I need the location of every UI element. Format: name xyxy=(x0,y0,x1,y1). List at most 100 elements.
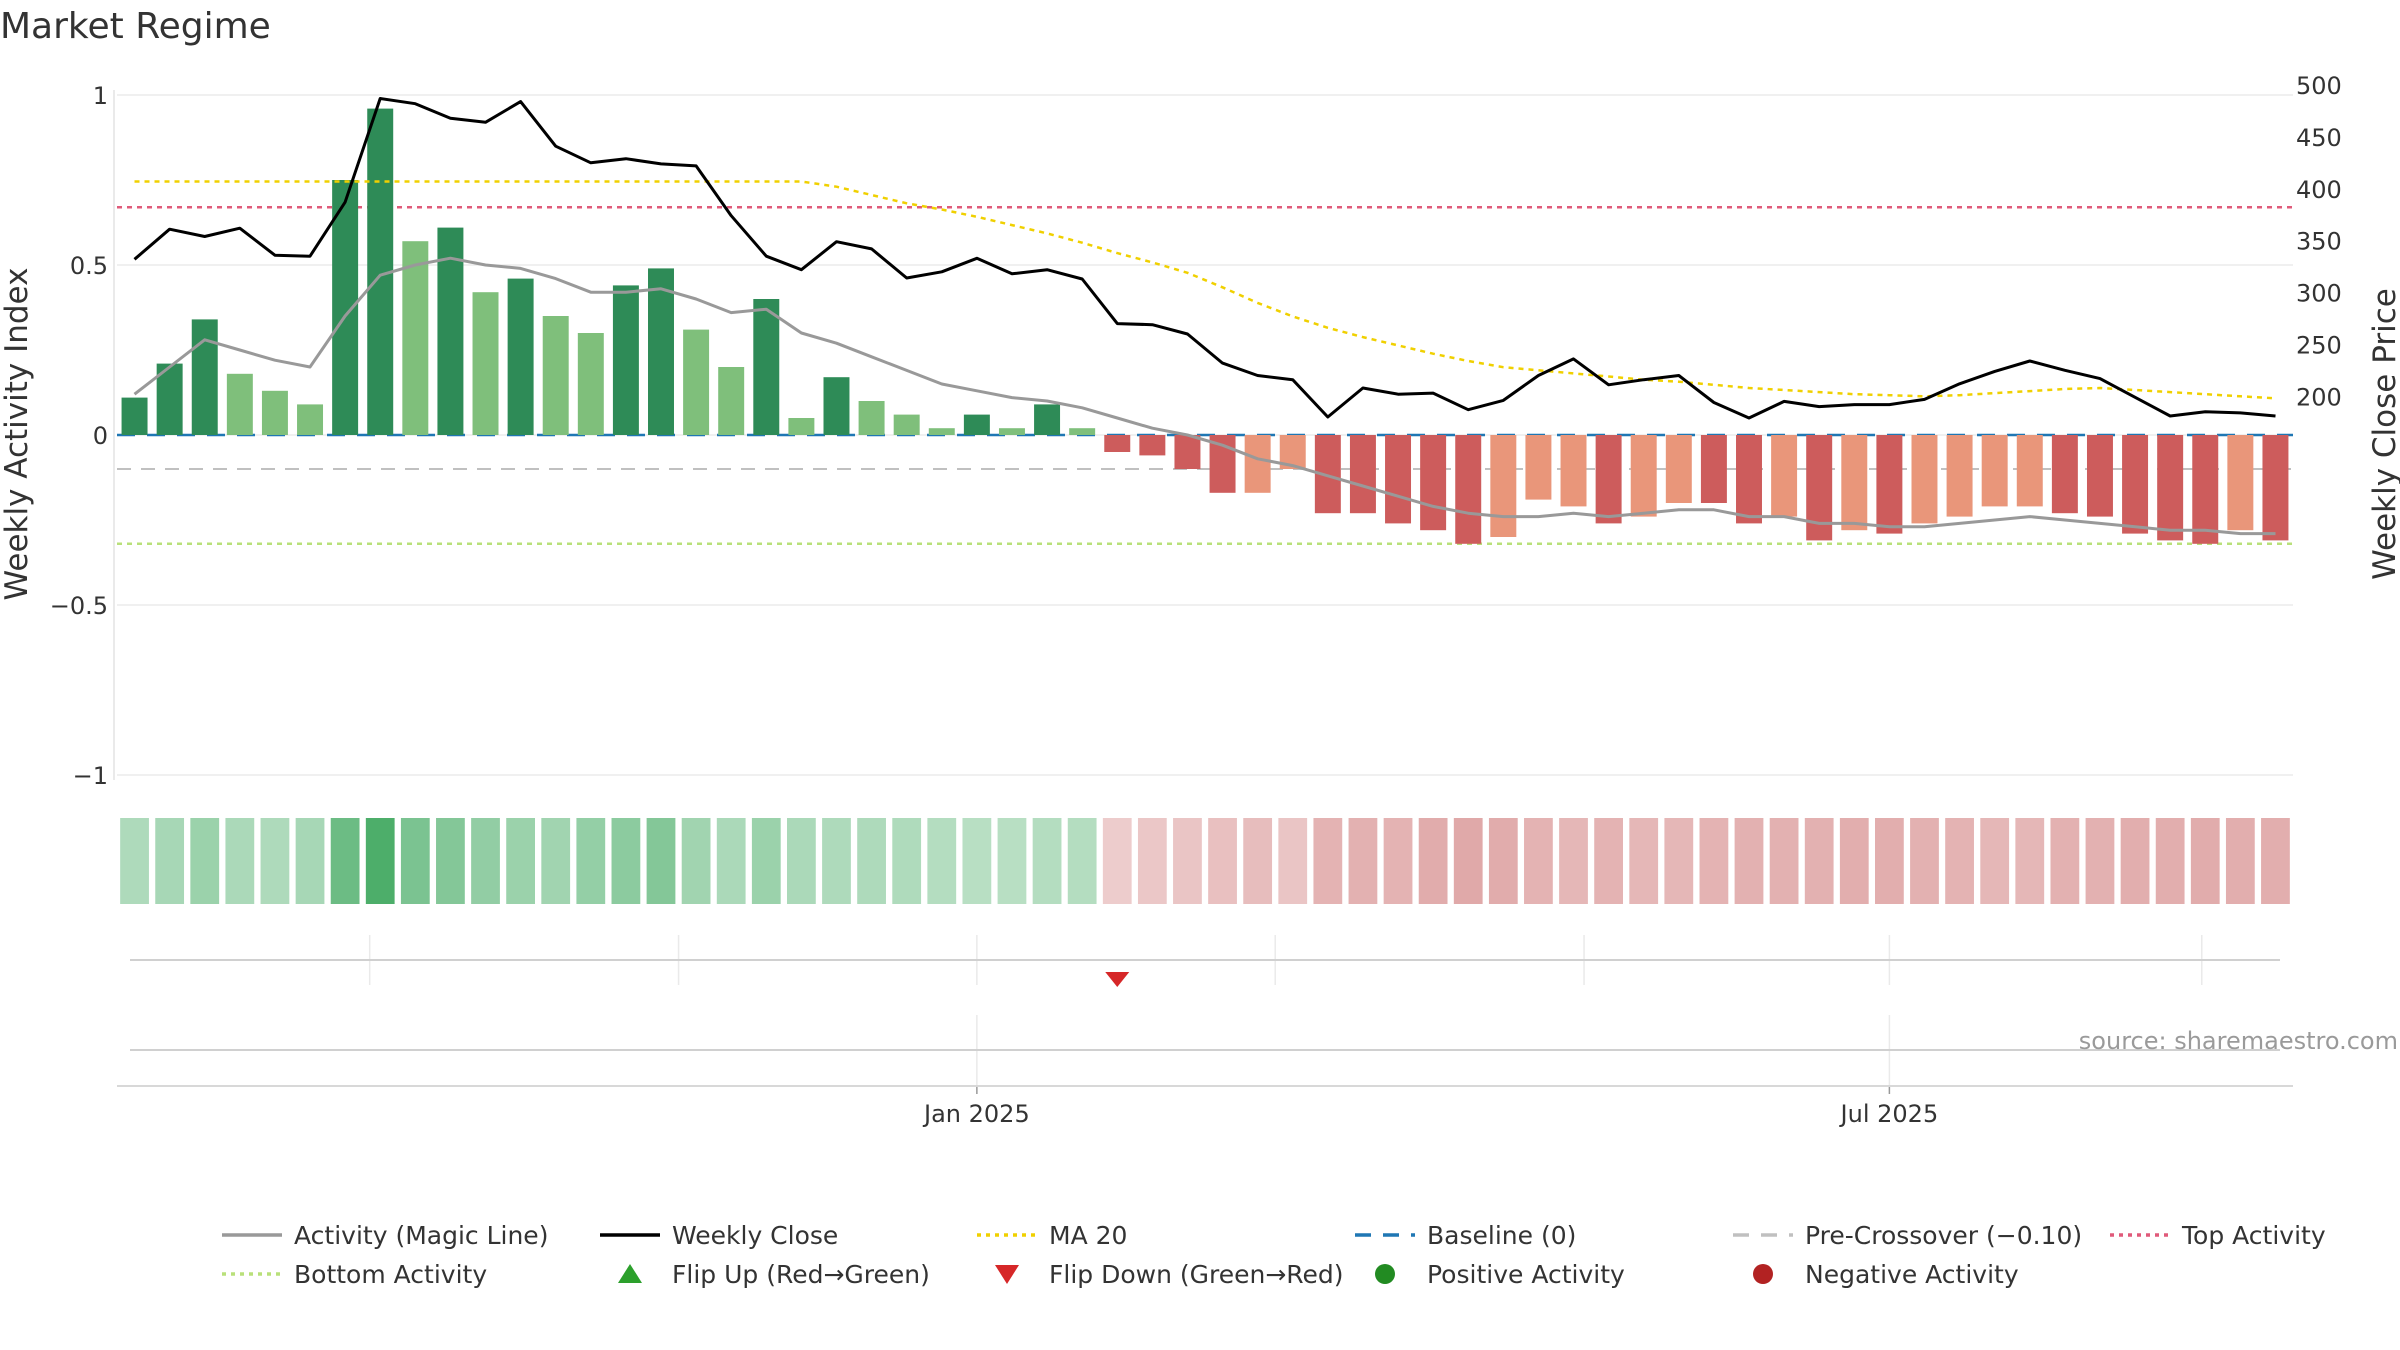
regime-cell xyxy=(1839,818,1869,904)
activity-bar xyxy=(612,285,639,435)
y-left-tick-label: 1 xyxy=(93,82,108,110)
y-left-tick-label: 0.5 xyxy=(70,252,108,280)
series-lines xyxy=(133,97,2276,536)
regime-cell xyxy=(1313,818,1343,904)
y-left-axis-title: Weekly Activity Index xyxy=(0,268,35,601)
activity-bar xyxy=(1139,435,1166,456)
activity-bar xyxy=(1911,435,1938,524)
legend-item: MA 20 xyxy=(977,1221,1127,1250)
regime-cell xyxy=(1278,818,1308,904)
activity-bar xyxy=(2227,435,2254,531)
regime-cell xyxy=(576,818,606,904)
regime-cell xyxy=(892,818,922,904)
regime-cell xyxy=(400,818,430,904)
legend-label: Weekly Close xyxy=(672,1221,838,1250)
regime-strip xyxy=(120,818,2290,904)
activity-bar xyxy=(2122,435,2149,534)
activity-bar xyxy=(2192,435,2219,544)
activity-bar xyxy=(1841,435,1868,531)
activity-bar xyxy=(542,316,569,435)
timeline-panels xyxy=(117,935,2293,1087)
activity-bar xyxy=(121,397,148,435)
activity-bar xyxy=(1700,435,1727,503)
activity-bar xyxy=(1981,435,2008,507)
y-right-tick-label: 300 xyxy=(2296,280,2342,308)
legend: Activity (Magic Line) Weekly Close MA 20 Ba… xyxy=(222,1221,2326,1289)
regime-cell xyxy=(2261,818,2290,904)
legend-label: Negative Activity xyxy=(1805,1260,2019,1289)
legend-label: Baseline (0) xyxy=(1427,1221,1576,1250)
regime-cell xyxy=(1102,818,1132,904)
activity-bar xyxy=(297,404,324,435)
activity-bar xyxy=(1876,435,1903,534)
legend-item: Weekly Close xyxy=(600,1221,838,1250)
legend-label: Activity (Magic Line) xyxy=(294,1221,548,1250)
regime-cell xyxy=(541,818,571,904)
activity-bar xyxy=(1104,435,1131,452)
activity-bar xyxy=(1946,435,1973,517)
activity-bar xyxy=(1420,435,1447,531)
legend-item: Flip Down (Green→Red) xyxy=(995,1260,1344,1289)
activity-bar xyxy=(577,333,604,435)
activity-bar xyxy=(1174,435,1201,469)
activity-bar xyxy=(191,319,218,435)
regime-cell xyxy=(1488,818,1518,904)
regime-cell xyxy=(330,818,360,904)
legend-label: MA 20 xyxy=(1049,1221,1127,1250)
regime-cell xyxy=(2120,818,2150,904)
activity-bar xyxy=(858,401,885,435)
regime-cell xyxy=(506,818,536,904)
activity-bar xyxy=(1349,435,1376,514)
regime-cell xyxy=(822,818,851,904)
page-title: Market Regime xyxy=(0,6,271,47)
legend-label: Flip Up (Red→Green) xyxy=(672,1260,930,1289)
regime-cell xyxy=(716,818,746,904)
activity-bar xyxy=(507,278,534,435)
y-right-tick-label: 500 xyxy=(2296,72,2342,100)
x-tick-label: Jan 2025 xyxy=(922,1100,1030,1128)
regime-cell xyxy=(1594,818,1624,904)
y-left-tick-label: −1 xyxy=(73,762,108,790)
regime-cell xyxy=(2085,818,2115,904)
regime-cell xyxy=(1629,818,1659,904)
ma20-line xyxy=(134,180,2276,400)
legend-label: Flip Down (Green→Red) xyxy=(1049,1260,1344,1289)
activity-bar xyxy=(402,241,429,435)
regime-cell xyxy=(751,818,781,904)
activity-bar xyxy=(1034,404,1061,435)
regime-cell xyxy=(1910,818,1939,904)
regime-cell xyxy=(1137,818,1167,904)
legend-item: Bottom Activity xyxy=(222,1260,487,1289)
magic-line xyxy=(133,256,2276,536)
activity-bar xyxy=(1455,435,1482,544)
regime-cell xyxy=(1453,818,1483,904)
axes: 1 0.5 0 −0.5 −1 500 450 400 350 300 250 200 Jan 2025… xyxy=(50,72,2342,1128)
activity-bar xyxy=(1490,435,1517,537)
regime-cell xyxy=(155,818,185,904)
activity-bar xyxy=(823,377,850,435)
activity-bar xyxy=(998,428,1025,435)
regime-cell xyxy=(365,818,395,904)
regime-cell xyxy=(1699,818,1729,904)
legend-item: Baseline (0) xyxy=(1355,1221,1576,1250)
regime-cell xyxy=(1067,818,1097,904)
regime-cell xyxy=(1418,818,1448,904)
activity-bar xyxy=(893,414,920,435)
regime-cell xyxy=(1173,818,1202,904)
activity-bar xyxy=(226,373,253,435)
regime-cell xyxy=(471,818,500,904)
y-right-tick-label: 200 xyxy=(2296,383,2342,411)
activity-bar xyxy=(2051,435,2078,514)
regime-cell xyxy=(1208,818,1237,904)
activity-bar xyxy=(683,329,710,435)
regime-cell xyxy=(1769,818,1799,904)
regime-cell xyxy=(1348,818,1378,904)
activity-bar xyxy=(472,292,499,435)
activity-bar xyxy=(1665,435,1692,503)
source-credit: source: sharemaestro.com xyxy=(2079,1027,2398,1055)
y-right-tick-label: 400 xyxy=(2296,176,2342,204)
regime-cell xyxy=(646,818,676,904)
legend-swatch xyxy=(1375,1264,1395,1284)
regime-cell xyxy=(1980,818,2010,904)
